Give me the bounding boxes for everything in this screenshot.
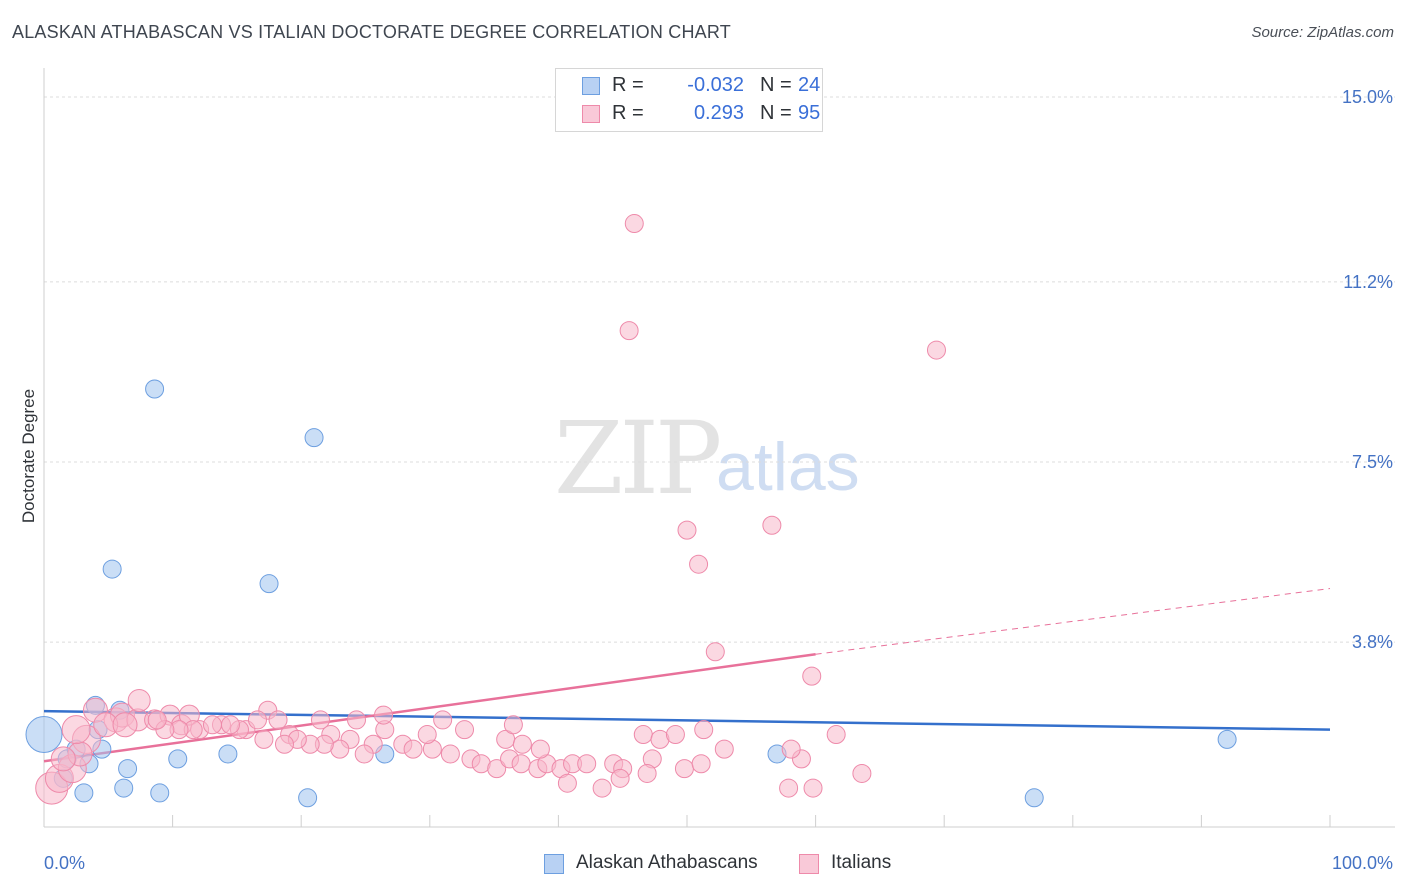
scatter-point	[102, 559, 122, 579]
scatter-point	[218, 744, 238, 764]
scatter-point	[112, 712, 138, 738]
scatter-point	[705, 642, 725, 662]
scatter-point	[268, 710, 288, 730]
scatter-point	[512, 734, 532, 754]
scatter-point	[145, 379, 165, 399]
scatter-point	[50, 746, 76, 772]
scatter-point	[803, 778, 823, 798]
scatter-point	[487, 759, 507, 779]
scatter-point	[781, 739, 801, 759]
scatter-point	[274, 734, 294, 754]
scatter-point	[503, 715, 523, 735]
scatter-point	[304, 428, 324, 448]
legend-n-value: 95	[798, 102, 821, 124]
scatter-point	[577, 754, 597, 774]
scatter-point	[440, 744, 460, 764]
x-tick-label: 0.0%	[44, 853, 85, 873]
scatter-point	[374, 705, 394, 725]
trend-line-extension	[815, 588, 1331, 655]
y-tick-label: 7.5%	[1352, 452, 1393, 472]
scatter-point	[665, 725, 685, 745]
scatter-point	[354, 744, 374, 764]
legend-r-label: R =	[612, 102, 644, 124]
trend-line	[43, 652, 816, 763]
bottom-legend-swatch-athabascan	[544, 854, 564, 874]
scatter-point	[61, 715, 91, 745]
source-credit: Source: ZipAtlas.com	[1251, 24, 1394, 41]
scatter-point	[592, 778, 612, 798]
scatter-point	[254, 729, 274, 749]
x-tick-label: 100.0%	[1332, 853, 1393, 873]
scatter-point	[403, 739, 423, 759]
scatter-point	[624, 214, 644, 234]
y-tick-label: 11.2%	[1343, 272, 1393, 292]
scatter-point	[694, 720, 714, 740]
axes	[43, 68, 1395, 828]
scatter-point	[530, 739, 550, 759]
scatter-point	[762, 515, 782, 535]
grid-lines	[44, 96, 1395, 643]
scatter-point	[511, 754, 531, 774]
scatter-point	[168, 749, 188, 769]
scatter-point	[689, 554, 709, 574]
scatter-point	[1024, 788, 1044, 808]
scatter-point	[298, 788, 318, 808]
scatter-point	[25, 716, 63, 754]
scatter-point	[802, 666, 822, 686]
tick-labels: 3.8% 7.5% 11.2% 15.0% 0.0% 100.0%	[44, 87, 1393, 873]
scatter-point	[633, 725, 653, 745]
legend-n-label: N =	[760, 74, 792, 96]
scatter-point	[127, 688, 151, 712]
watermark-zip: ZIP	[554, 400, 722, 517]
legend-r-label: R =	[612, 74, 644, 96]
y-axis-label: Doctorate Degree	[19, 389, 38, 523]
scatter-point	[247, 710, 267, 730]
scatter-point	[674, 759, 694, 779]
legend-swatch-athabascan	[582, 77, 600, 95]
scatter-point	[259, 574, 279, 594]
scatter-point	[852, 763, 872, 783]
scatter-point	[150, 783, 170, 803]
legend-n-value: 24	[798, 74, 821, 96]
scatter-point	[557, 773, 577, 793]
legend-n-label: N =	[760, 102, 792, 124]
scatter-point	[118, 759, 138, 779]
data-points	[25, 214, 1237, 808]
legend-swatch-italian	[582, 105, 600, 123]
legend-r-value: 0.293	[693, 102, 744, 124]
scatter-point	[147, 710, 167, 730]
bottom-legend-label: Alaskan Athabascans	[576, 852, 758, 873]
scatter-point	[714, 739, 734, 759]
scatter-point	[926, 340, 946, 360]
scatter-point	[826, 725, 846, 745]
scatter-point	[220, 715, 240, 735]
scatter-point	[74, 783, 94, 803]
scatter-point	[114, 778, 134, 798]
y-tick-label: 15.0%	[1342, 87, 1393, 107]
y-tick-label: 3.8%	[1352, 632, 1393, 652]
scatter-point	[433, 710, 453, 730]
scatter-point	[455, 720, 475, 740]
correlation-legend: R = -0.032 N = 24 R = 0.293 N = 95	[555, 68, 823, 132]
scatter-point	[619, 321, 639, 341]
scatter-point	[310, 710, 330, 730]
scatter-point	[610, 768, 630, 788]
bottom-legend-swatch-italian	[799, 854, 819, 874]
scatter-point	[637, 763, 657, 783]
chart-title: ALASKAN ATHABASCAN VS ITALIAN DOCTORATE …	[12, 22, 731, 42]
bottom-legend-label: Italians	[831, 852, 892, 873]
scatter-point	[677, 520, 697, 540]
legend-r-value: -0.032	[687, 74, 744, 96]
scatter-point	[691, 754, 711, 774]
watermark-atlas: atlas	[716, 429, 860, 505]
scatter-point	[417, 725, 437, 745]
scatter-point	[779, 778, 799, 798]
scatter-point	[202, 715, 222, 735]
scatter-point	[346, 710, 366, 730]
scatter-point	[1217, 729, 1237, 749]
